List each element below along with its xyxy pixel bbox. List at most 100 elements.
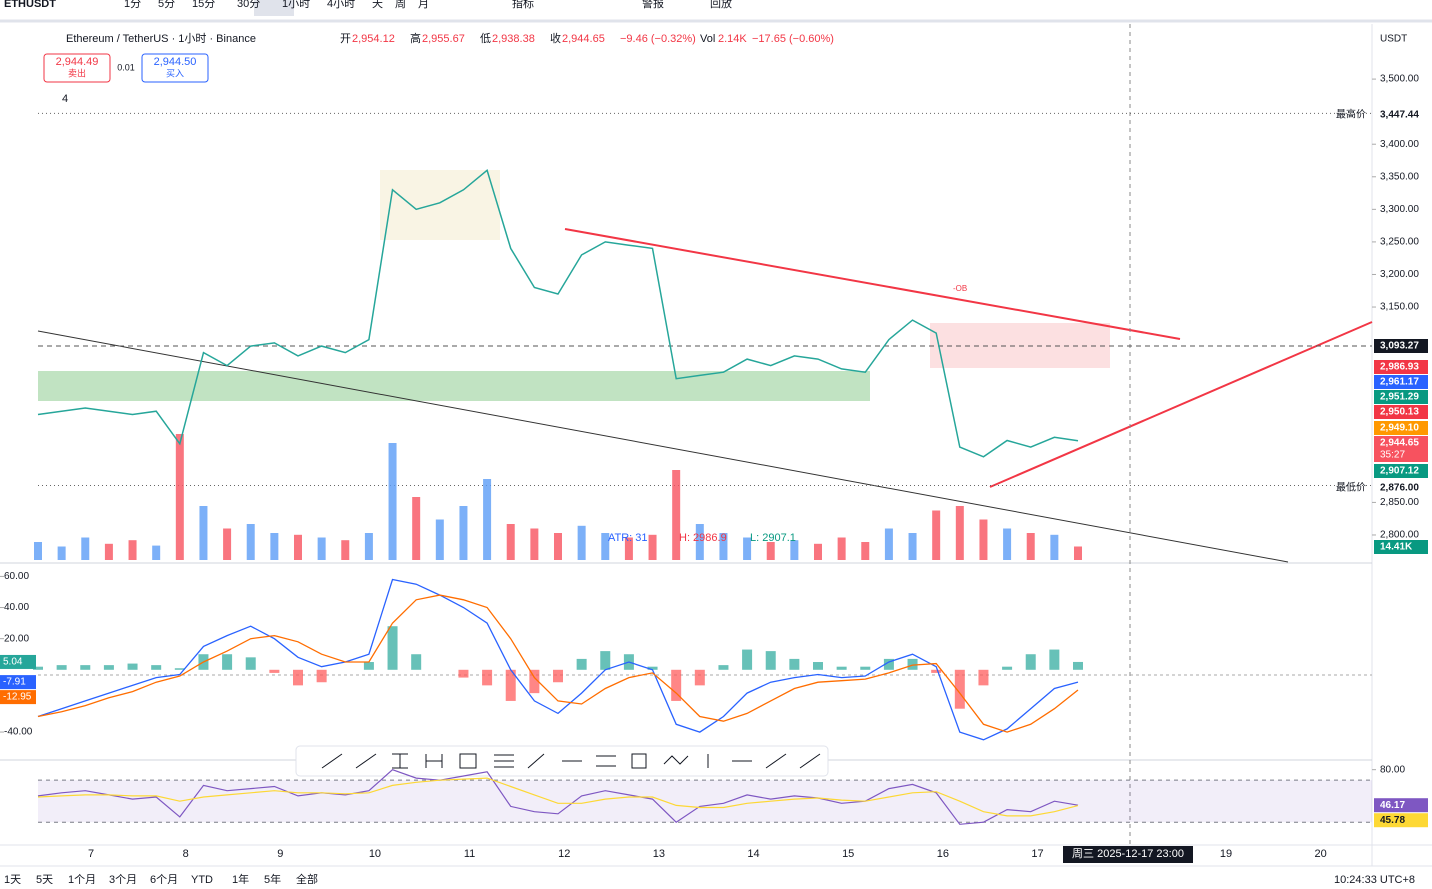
volume-bar [814, 543, 822, 560]
volume-bar [506, 524, 515, 560]
replay[interactable]: 回放 [710, 0, 732, 10]
indicator-tag [0, 690, 36, 705]
y-tick-label: 3,250.00 [1380, 237, 1419, 248]
x-tick-label: 9 [277, 848, 283, 860]
histogram-bar [718, 665, 729, 670]
interval[interactable]: 30分 [237, 0, 260, 10]
trend-line[interactable] [989, 321, 1373, 488]
histogram-bar [1073, 661, 1083, 670]
currency[interactable]: USDT [1380, 34, 1407, 45]
interval[interactable]: 1小时 [282, 0, 310, 10]
ohlc-value: 2,954.12 [352, 33, 395, 45]
volume-bar [317, 537, 326, 560]
atr-high: H: 2986.9 [679, 532, 727, 544]
buy-label[interactable]: 买入 [166, 68, 184, 78]
interval[interactable]: 天 [372, 0, 383, 10]
histogram-bar [127, 663, 138, 670]
histogram-bar [907, 658, 918, 670]
interval[interactable]: 周 [395, 0, 406, 10]
x-tick-label: 11 [464, 848, 475, 860]
indicators[interactable]: 指标 [512, 0, 534, 10]
alert[interactable]: 警报 [642, 0, 664, 10]
y-tick-label: 40.00 [4, 602, 29, 613]
volume-bar [270, 533, 279, 560]
histogram-bar [245, 657, 256, 670]
change: −9.46 (−0.32%) [620, 33, 696, 45]
y-tick-label: -40.00 [4, 727, 33, 738]
volume-bar [837, 537, 846, 560]
range-button[interactable]: 1个月 [68, 873, 96, 886]
histogram-bar [505, 669, 516, 701]
histogram-bar [293, 669, 303, 686]
extreme-label: 最低价 [1336, 481, 1366, 494]
volume-bar [979, 519, 988, 560]
interval[interactable]: 月 [418, 0, 429, 10]
volume-bar [577, 525, 586, 560]
y-tick-label: 3,500.00 [1380, 74, 1419, 85]
volume-bar [790, 540, 799, 560]
histogram-bar [813, 662, 823, 670]
volume-bar [152, 545, 161, 560]
volume-bar [459, 506, 468, 560]
price-tag-label: 3,447.44 [1380, 110, 1419, 121]
price-tag [1374, 360, 1428, 374]
spread: 0.01 [117, 62, 135, 72]
indicator-tag-label: -7.91 [3, 677, 26, 688]
countdown: 35:27 [1380, 450, 1405, 461]
macd-line [37, 578, 1079, 741]
histogram-bar [954, 669, 965, 709]
trend-line[interactable] [564, 228, 1181, 340]
range-button[interactable]: 全部 [296, 872, 318, 886]
y-tick-label: 20.00 [4, 633, 29, 644]
histogram-bar [529, 669, 540, 694]
sell-price[interactable]: 2,944.49 [56, 56, 99, 68]
interval[interactable]: 15分 [192, 0, 215, 10]
indicator-count[interactable]: 4 [62, 93, 68, 105]
interval[interactable]: 4小时 [327, 0, 355, 10]
interval[interactable]: 1分 [124, 0, 141, 10]
price-tag-label: 2,950.13 [1380, 407, 1419, 418]
indicator-tag [1374, 813, 1428, 828]
range-button[interactable]: 3个月 [109, 873, 137, 886]
y-tick-label: 60.00 [4, 571, 29, 582]
buy-price[interactable]: 2,944.50 [154, 56, 197, 68]
price-tag [1374, 339, 1428, 353]
range-button[interactable]: 5天 [36, 874, 53, 886]
range-button[interactable]: 6个月 [150, 873, 178, 886]
x-tick-label: 17 [1031, 848, 1043, 860]
range-button[interactable]: 5年 [264, 872, 281, 886]
rsi-band [38, 780, 1372, 823]
volume-bar [341, 540, 350, 560]
histogram-bar [56, 665, 67, 670]
atr-low: L: 2907.1 [750, 532, 796, 544]
x-tick-label: 14 [747, 848, 759, 860]
range-button[interactable]: 1天 [4, 874, 21, 886]
interval[interactable]: 5分 [158, 0, 175, 10]
x-tick-label: 19 [1220, 848, 1232, 860]
drawing-tools[interactable] [321, 753, 821, 769]
range-button[interactable]: 1年 [232, 872, 249, 886]
symbol[interactable]: ETHUSDT [4, 0, 56, 10]
volume-change: −17.65 (−0.60%) [752, 33, 834, 45]
ohlc-label: 开 [340, 33, 351, 45]
volume-bar [908, 533, 917, 560]
sell-button[interactable] [43, 53, 111, 83]
indicator-tag-label: -12.95 [3, 692, 32, 703]
sell-label[interactable]: 卖出 [68, 67, 86, 78]
x-tick-label: 13 [653, 848, 665, 860]
y-tick-label: 2,800.00 [1380, 530, 1419, 541]
y-tick-label: 2,850.00 [1380, 497, 1419, 508]
price-tag [1374, 421, 1428, 435]
histogram-bar [836, 666, 847, 670]
buy-button[interactable] [141, 53, 209, 83]
histogram-bar [860, 666, 871, 670]
volume-bar [601, 533, 610, 560]
clock: 10:24:33 UTC+8 [1334, 874, 1415, 884]
range-button[interactable]: YTD [191, 874, 213, 886]
signal-line [37, 594, 1079, 733]
volume-bar [554, 533, 562, 560]
volume-tag [1374, 540, 1428, 554]
trend-line[interactable] [37, 330, 1289, 563]
crosshair-label: 周三 2025-12-17 23:00 [1072, 847, 1184, 860]
